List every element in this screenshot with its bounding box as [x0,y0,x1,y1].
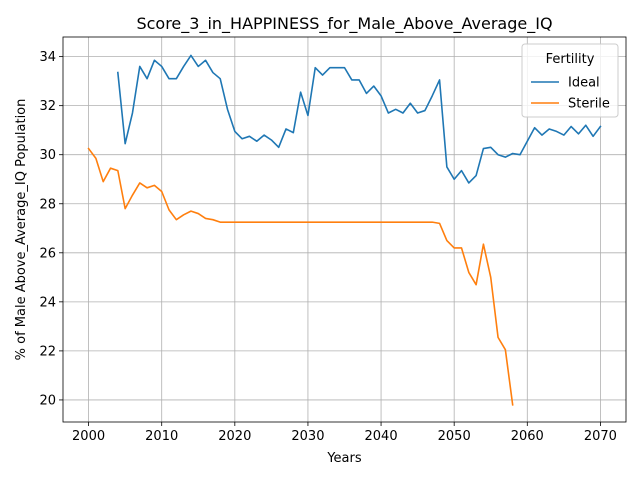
x-tick-label: 2040 [365,429,398,444]
axis-ticks: 2000 2010 2020 2030 2040 2050 2060 2070 20 22 24 26… [39,50,617,444]
y-tick-label: 32 [39,99,56,114]
y-axis-label: % of Male Above_Average_IQ Population [14,99,29,361]
x-tick-label: 2020 [218,429,251,444]
series-line-ideal [116,54,602,184]
x-tick-label: 2070 [584,429,617,444]
series-line-sterile [87,147,514,406]
legend-label-sterile: Sterile [568,97,610,112]
x-tick-label: 2000 [72,429,105,444]
x-tick-label: 2060 [511,429,544,444]
y-tick-label: 26 [39,246,56,261]
x-tick-label: 2050 [438,429,471,444]
series-lines [87,54,602,406]
legend: Fertility Ideal Sterile [521,43,619,118]
legend-box [521,43,619,118]
chart-title: Score_3_in_HAPPINESS_for_Male_Above_Aver… [136,14,552,34]
y-tick-label: 34 [39,50,56,65]
x-axis-label: Years [326,451,362,466]
y-tick-label: 20 [39,393,56,408]
y-tick-label: 24 [39,295,56,310]
y-tick-label: 30 [39,148,56,163]
legend-title: Fertility [546,52,595,67]
y-tick-label: 22 [39,344,56,359]
legend-label-ideal: Ideal [568,76,600,91]
x-tick-label: 2010 [145,429,178,444]
x-tick-label: 2030 [291,429,324,444]
y-tick-label: 28 [39,197,56,212]
legend-entries: Ideal Sterile [531,76,610,112]
plot-frame [62,36,627,423]
